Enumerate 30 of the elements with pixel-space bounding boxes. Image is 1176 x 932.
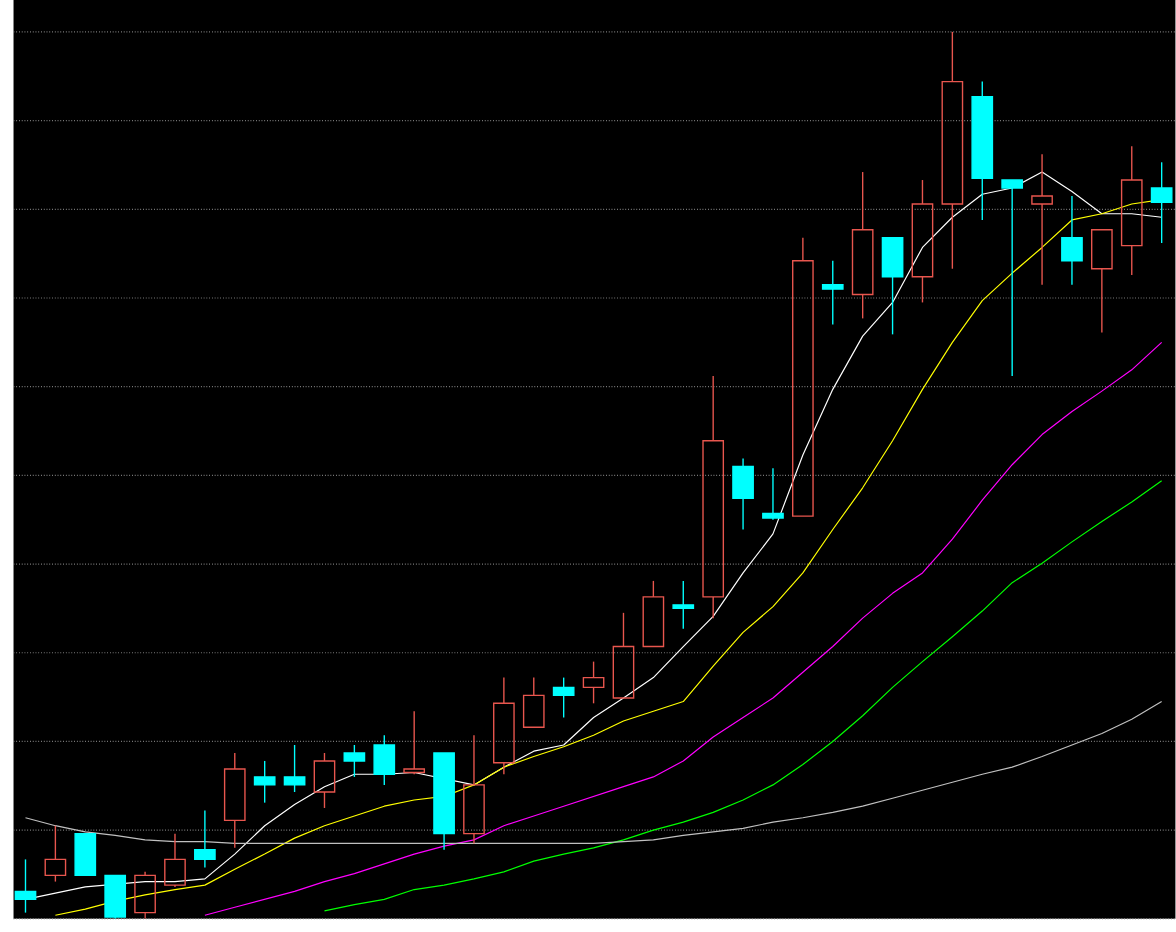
candlestick [911, 179, 934, 303]
candlestick [164, 832, 186, 888]
candlestick [792, 236, 814, 517]
candlestick [493, 676, 515, 775]
candlestick [1001, 179, 1024, 377]
candlestick [253, 760, 276, 804]
candlestick [343, 744, 366, 778]
candlestick [672, 580, 695, 630]
candlestick [14, 858, 37, 914]
candlestick [463, 734, 485, 844]
candlestick [373, 734, 396, 786]
candlestick [1031, 153, 1053, 286]
candlestick [612, 612, 635, 699]
candlestick [1120, 145, 1143, 276]
candlestick [1091, 228, 1113, 334]
candlestick [762, 467, 784, 521]
candlestick [194, 809, 216, 868]
candlestick [1150, 161, 1173, 244]
candlestick [104, 874, 127, 919]
candlestick [851, 171, 874, 319]
candlestick [941, 31, 964, 270]
candlestick [74, 832, 97, 876]
candlestick [1061, 195, 1083, 286]
candlestick [403, 710, 426, 775]
candlestick [283, 744, 306, 793]
candlestick [732, 457, 754, 531]
candlestick [821, 259, 844, 326]
candlestick [702, 375, 725, 619]
candlestick [552, 676, 575, 719]
candlestick [881, 236, 904, 335]
